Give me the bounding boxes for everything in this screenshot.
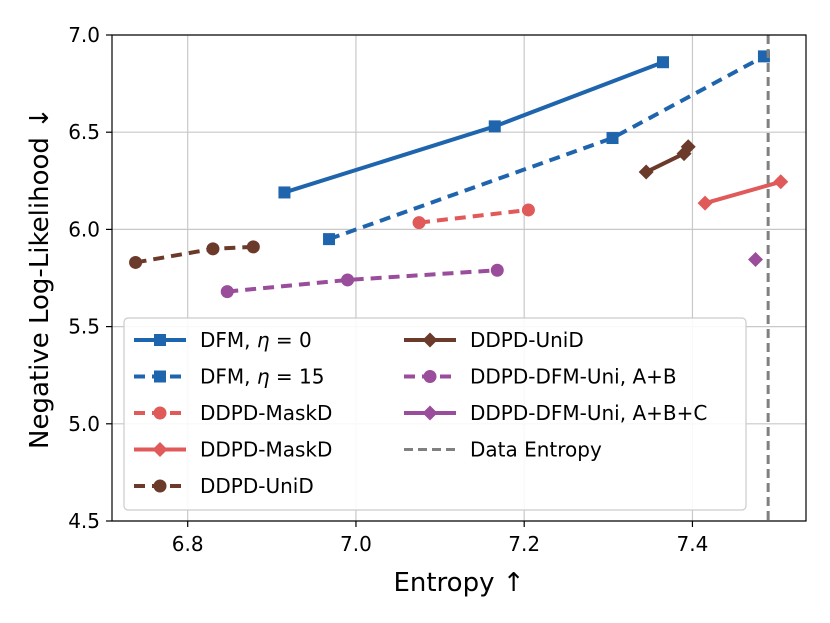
x-tick-label: 7.4 [677,532,709,556]
data-point [656,56,669,69]
x-tick-label: 6.8 [172,532,204,556]
y-axis-label: Negative Log-Likelihood ↓ [25,107,55,449]
data-point [490,263,504,277]
data-point [773,174,789,190]
series-line [418,207,529,225]
data-point [748,252,764,268]
legend-label: DDPD-DFM-Uni, A+B [470,365,677,389]
series-5 [638,139,696,180]
data-point [680,139,696,155]
legend-marker [422,405,438,421]
series-line [328,54,765,242]
legend-entry-8: Data Entropy [404,438,602,462]
plot-area [129,35,789,521]
series-line [283,60,664,195]
data-point [129,255,143,269]
series-3 [697,174,789,211]
data-point [697,195,713,211]
legend-label: DDPD-DFM-Uni, A+B+C [470,401,707,425]
series-line [704,179,782,206]
legend-entry-6: DDPD-DFM-Uni, A+B [404,365,677,389]
axes-frame [111,34,807,522]
series-1 [323,50,770,246]
series-2 [412,203,535,230]
legend-marker [423,370,437,383]
y-tick-label: 5.5 [68,315,100,339]
series-4 [129,240,260,269]
legend-label: DDPD-MaskD [200,438,332,462]
legend-label: Data Entropy [470,438,602,462]
data-point [278,186,291,199]
ticks: 6.8 7.0 7.2 7.4 4.5 5.0 5.5 6.0 6.5 7.0 [68,23,708,556]
legend-label: DDPD-UniD [470,328,584,352]
data-point [323,233,336,246]
legend-marker [152,442,168,457]
legend-entry-1: DFM, η = 15 [134,365,324,389]
legend-label: DFM, η = 0 [200,328,312,352]
legend-entry-0: DFM, η = 0 [134,328,312,352]
legend: DFM, η = 0 DFM, η = 15 DDPD-MaskD DDPD-Mask… [123,317,747,511]
data-point [521,203,535,217]
data-point [246,240,260,254]
series-0 [278,56,669,199]
data-point [638,164,654,180]
series-7 [748,252,764,268]
legend-marker [422,332,438,348]
legend-label: DDPD-UniD [200,474,314,498]
legend-marker [154,334,166,346]
data-point [412,216,426,230]
data-point [220,285,234,299]
legend-label: DDPD-MaskD [200,401,332,425]
y-tick-label: 6.0 [68,217,100,241]
y-tick-label: 7.0 [68,23,100,47]
x-tick-label: 7.2 [508,532,540,556]
data-point [206,242,220,256]
y-tick-label: 4.5 [68,509,100,533]
legend-marker [153,479,167,493]
legend-entry-4: DDPD-UniD [134,474,314,498]
legend-entry-3: DDPD-MaskD [134,438,332,462]
legend-label: DFM, η = 15 [200,365,324,389]
series-line [227,268,498,294]
series-line [135,244,254,265]
x-axis-label: Entropy ↑ [393,568,524,598]
legend-entry-7: DDPD-DFM-Uni, A+B+C [404,401,707,425]
y-tick-label: 6.5 [68,120,100,144]
data-point [606,132,619,145]
x-tick-label: 7.0 [340,532,372,556]
legend-marker [154,370,166,383]
legend-entry-5: DDPD-UniD [404,328,584,352]
legend-entry-2: DDPD-MaskD [134,401,332,425]
data-point [488,120,501,133]
y-tick-label: 5.0 [68,412,100,436]
legend-marker [153,406,167,420]
data-point [341,273,355,287]
series-6 [220,263,504,299]
